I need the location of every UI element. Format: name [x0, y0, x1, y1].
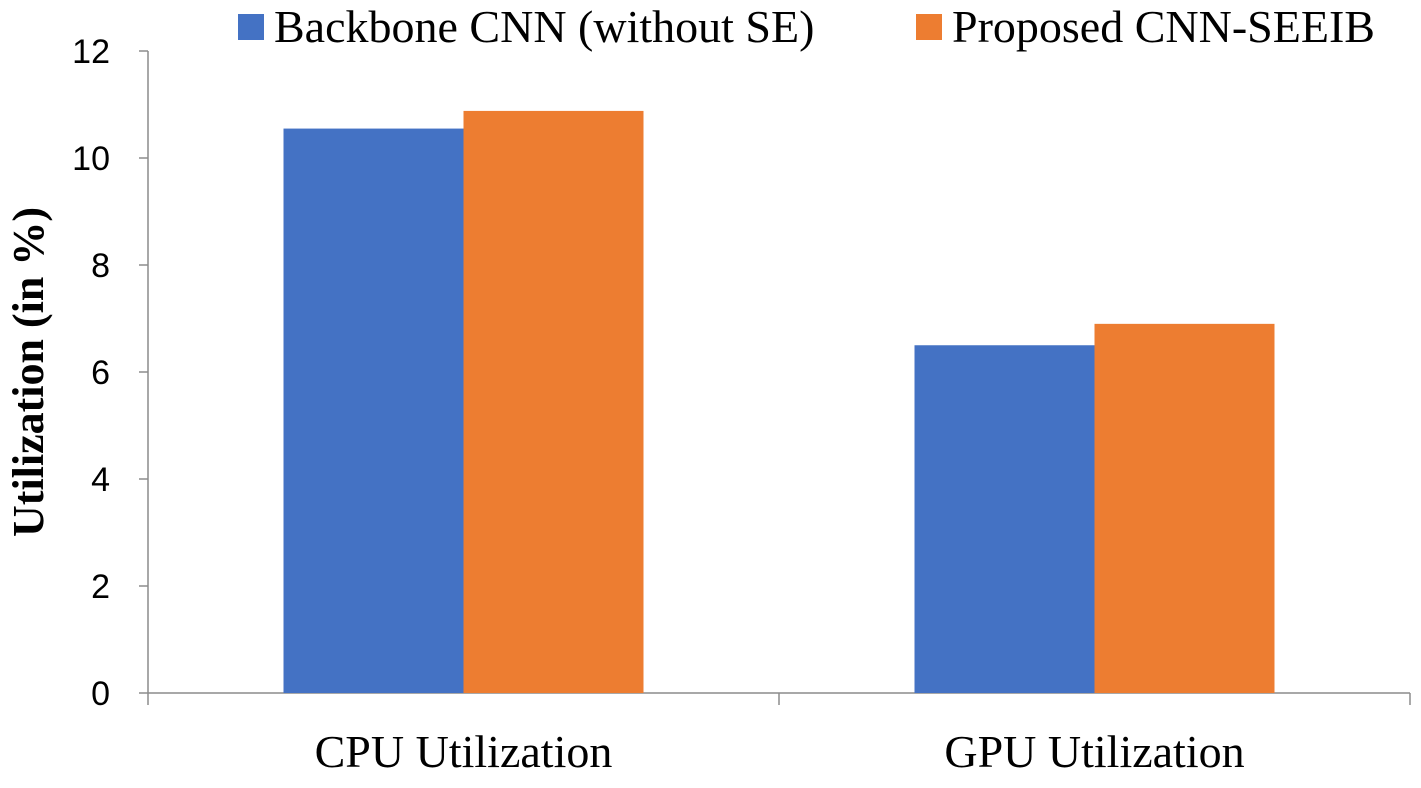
bar-backbone-cpu	[283, 128, 464, 693]
legend: Backbone CNN (without SE) Proposed CNN-SE…	[238, 1, 1375, 52]
x-tick-labels: CPU Utilization GPU Utilization	[315, 726, 1245, 777]
bar-backbone-gpu	[914, 345, 1095, 693]
y-tick-label: 4	[91, 461, 110, 499]
y-tick-label: 10	[72, 140, 110, 178]
x-tick-label: CPU Utilization	[315, 726, 613, 777]
bar-proposed-cpu	[463, 110, 644, 694]
legend-swatch	[238, 14, 264, 40]
y-ticks: 0 2 4 6 8 10 12	[72, 33, 148, 713]
y-tick-label: 0	[91, 675, 110, 713]
y-tick-label: 2	[91, 568, 110, 606]
bars	[283, 110, 1275, 694]
legend-label: Backbone CNN (without SE)	[274, 1, 814, 52]
x-ticks	[147, 693, 1411, 705]
x-tick-label: GPU Utilization	[944, 726, 1244, 777]
y-tick-label: 8	[91, 247, 110, 285]
y-tick-label: 6	[91, 354, 110, 392]
y-tick-label: 12	[72, 33, 110, 71]
bar-proposed-gpu	[1094, 323, 1275, 693]
legend-label: Proposed CNN-SEEIB	[952, 1, 1375, 52]
y-axis-label: Utilization (in %)	[4, 207, 53, 537]
legend-swatch	[916, 14, 942, 40]
